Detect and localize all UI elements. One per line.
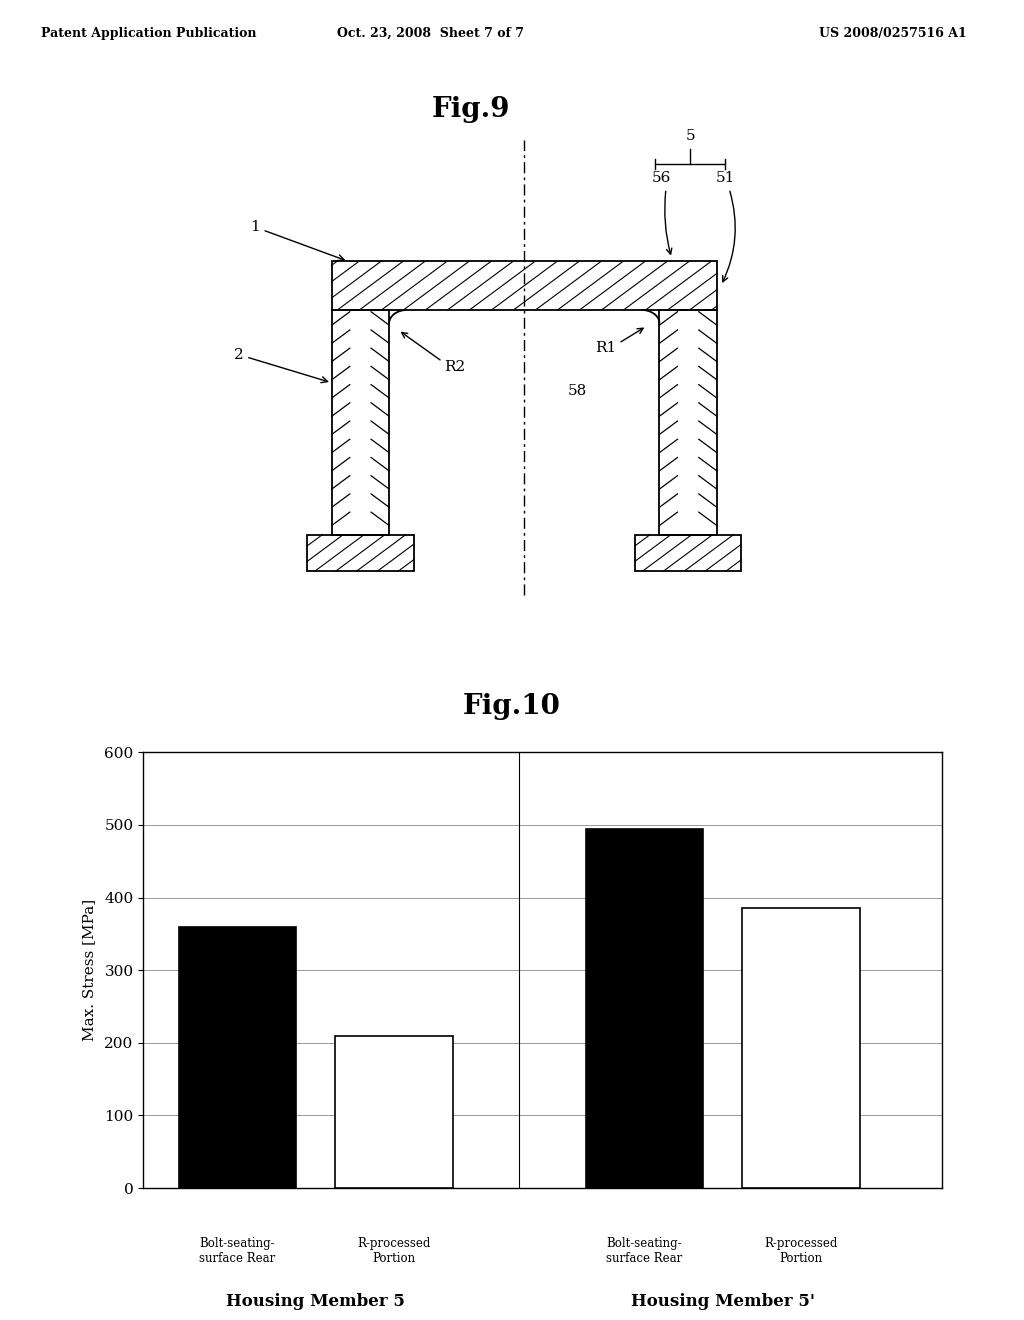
Text: Fig.9: Fig.9 — [432, 96, 510, 123]
Bar — [335, 1035, 453, 1188]
Text: R2: R2 — [444, 359, 465, 374]
Text: Bolt-seating-
surface Rear: Bolt-seating- surface Rear — [200, 1237, 275, 1266]
Text: 58: 58 — [568, 384, 587, 397]
Text: 1: 1 — [250, 220, 344, 260]
Text: Oct. 23, 2008  Sheet 7 of 7: Oct. 23, 2008 Sheet 7 of 7 — [337, 26, 523, 40]
Text: 51: 51 — [716, 172, 734, 185]
Text: 56: 56 — [651, 172, 671, 185]
Text: Fig.10: Fig.10 — [463, 693, 561, 719]
Text: R-processed
Portion: R-processed Portion — [357, 1237, 431, 1266]
Text: Housing Member 5: Housing Member 5 — [226, 1294, 406, 1311]
Text: R-processed
Portion: R-processed Portion — [765, 1237, 838, 1266]
Text: Patent Application Publication: Patent Application Publication — [41, 26, 256, 40]
Text: US 2008/0257516 A1: US 2008/0257516 A1 — [819, 26, 967, 40]
Text: R1: R1 — [596, 342, 616, 355]
Text: Housing Member 5': Housing Member 5' — [631, 1294, 815, 1311]
Bar — [742, 908, 860, 1188]
Bar — [178, 927, 296, 1188]
Y-axis label: Max. Stress [MPa]: Max. Stress [MPa] — [82, 899, 96, 1041]
Text: 2: 2 — [233, 347, 328, 383]
Bar — [586, 829, 703, 1188]
Text: Bolt-seating-
surface Rear: Bolt-seating- surface Rear — [606, 1237, 683, 1266]
Text: 5: 5 — [685, 129, 695, 143]
